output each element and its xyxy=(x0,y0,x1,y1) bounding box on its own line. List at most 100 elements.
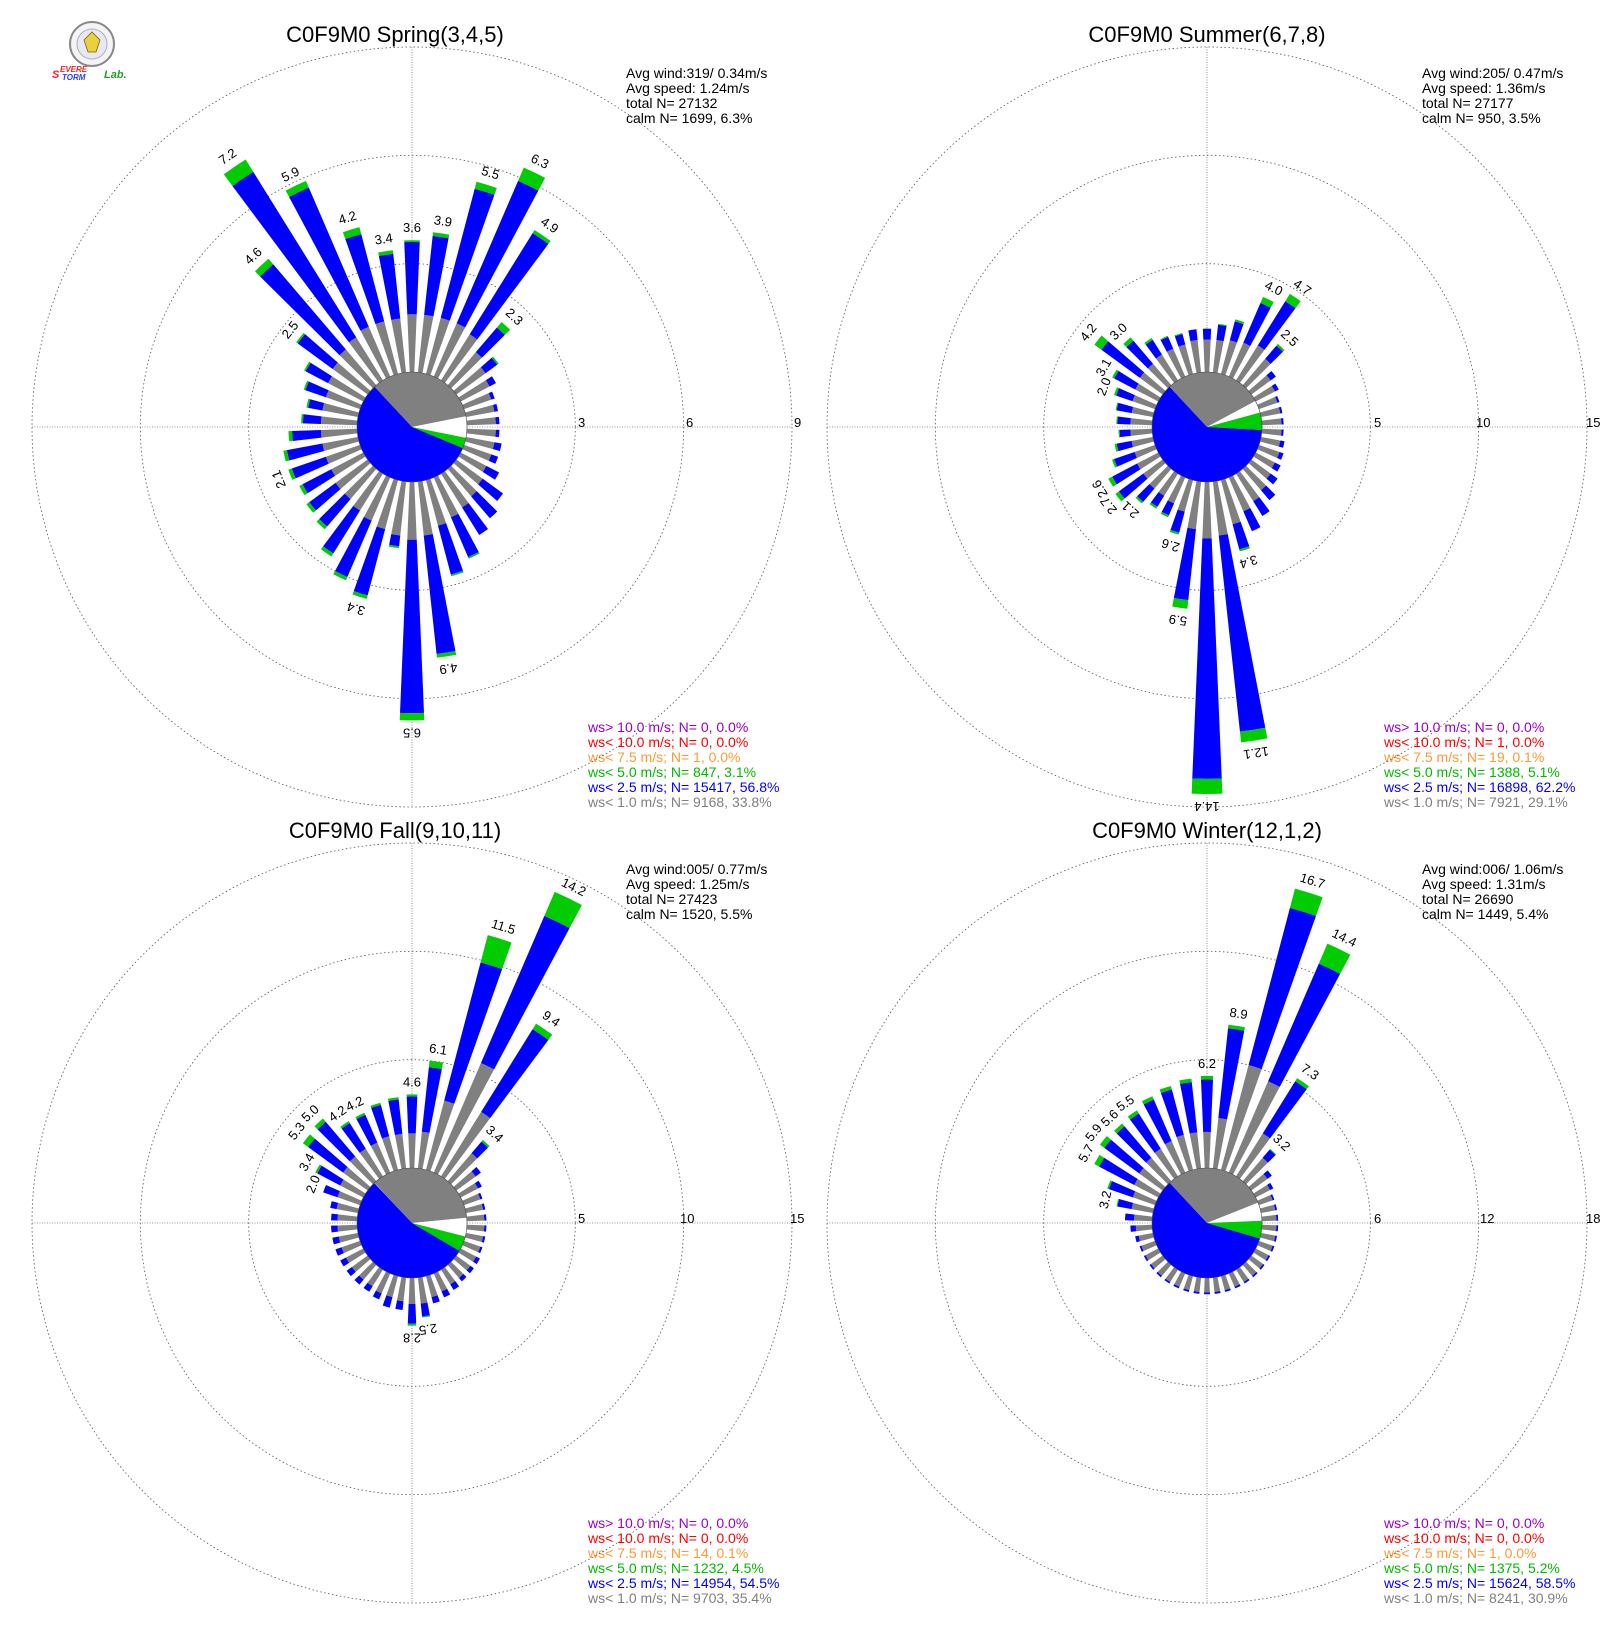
bar-segment-blue xyxy=(1099,1157,1138,1185)
bar-segment-gray xyxy=(407,481,417,540)
bar-segment-blue xyxy=(346,1266,356,1277)
bar-segment-blue xyxy=(1265,1255,1271,1262)
bar-segment-green xyxy=(1295,1078,1309,1090)
bar-segment-blue xyxy=(1234,1284,1241,1289)
bar-segment-gray xyxy=(1165,1267,1178,1282)
info-line: Avg speed: 1.24m/s xyxy=(626,80,749,96)
severe-storm-lab-logo: S EVERE TORM Lab. xyxy=(52,21,127,82)
bar-segment-blue xyxy=(474,1180,482,1189)
bar-segment-blue xyxy=(1137,484,1155,502)
bar-segment-blue xyxy=(1202,328,1212,340)
bar-segment-blue xyxy=(232,171,357,343)
bar-segment-blue xyxy=(395,1300,404,1310)
bar-segment-gray xyxy=(441,471,469,508)
bar-segment-blue xyxy=(1271,383,1279,392)
ring-tick-label: 6 xyxy=(1374,1211,1381,1226)
bar-value-label: 11.5 xyxy=(490,916,518,938)
bar-segment-green xyxy=(1099,1136,1111,1148)
logo-text-s: S xyxy=(52,69,60,81)
windrose-panel-summer: C0F9M0 Summer(6,7,8) Avg wind:205/ 0.47m… xyxy=(826,22,1600,814)
bar-value-label: 3.4 xyxy=(1238,552,1260,572)
bar-segment-blue xyxy=(1124,1213,1135,1221)
windrose-panel-fall: C0F9M0 Fall(9,10,11) Avg wind:005/ 0.77m… xyxy=(31,818,804,1606)
info-line: Avg wind:005/ 0.77m/s xyxy=(626,861,767,877)
bar-segment-gray xyxy=(1135,1224,1153,1232)
bar-segment-gray xyxy=(325,444,362,464)
bar-segment-green xyxy=(532,230,551,244)
bar-segment-blue xyxy=(332,1236,341,1245)
bar-segment-green xyxy=(1149,502,1158,509)
ring-tick-label: 10 xyxy=(1476,415,1490,430)
panel-title: C0F9M0 Winter(12,1,2) xyxy=(1092,818,1322,843)
bar-segment-gray xyxy=(453,367,486,395)
bar-segment-blue xyxy=(1143,1255,1149,1262)
bar-segment-green xyxy=(296,332,306,344)
info-line: calm N= 1449, 5.4% xyxy=(1422,906,1548,922)
bar-segment-gray xyxy=(1260,1232,1276,1242)
bar-segment-green xyxy=(468,551,480,559)
bar-segment-blue xyxy=(1174,333,1186,347)
bar-segment-gray xyxy=(337,1191,362,1206)
bar-segment-gray xyxy=(458,1248,477,1262)
bar-value-label: 5.5 xyxy=(1114,1092,1137,1115)
bar-segment-gray xyxy=(1146,1157,1172,1185)
bar-segment-green xyxy=(1116,416,1118,425)
bar-segment-gray xyxy=(441,1111,491,1179)
bar-segment-green xyxy=(1218,323,1227,327)
bar-segment-blue xyxy=(1139,1245,1144,1252)
range-ring xyxy=(826,46,1588,808)
bar-segment-green xyxy=(1112,369,1119,379)
bar-value-label: 3.1 xyxy=(1092,356,1114,379)
bar-segment-blue xyxy=(1193,1291,1200,1294)
bar-segment-blue xyxy=(466,1265,474,1274)
bar-segment-gray xyxy=(1167,475,1186,504)
bar-segment-gray xyxy=(1157,1261,1172,1276)
bar-value-label: 3.2 xyxy=(1270,1131,1293,1154)
bar-segment-gray xyxy=(351,1255,371,1272)
bar-segment-blue xyxy=(1270,1194,1275,1201)
legend-entry: ws< 7.5 m/s; N= 19, 0.1% xyxy=(1383,749,1544,765)
bar-segment-gray xyxy=(1204,1277,1210,1293)
bar-segment-gray xyxy=(466,428,496,437)
bar-segment-green xyxy=(315,1164,322,1174)
ring-tick-label: 15 xyxy=(1586,415,1600,430)
bar-segment-blue xyxy=(1262,1149,1276,1163)
bar-value-label: 4.0 xyxy=(1262,277,1285,298)
bar-segment-green xyxy=(370,1102,381,1108)
bar-segment-gray xyxy=(462,444,492,461)
bar-segment-blue xyxy=(481,1203,486,1210)
info-line: calm N= 1520, 5.5% xyxy=(626,906,752,922)
bar-segment-blue xyxy=(341,1122,366,1153)
bar-segment-blue xyxy=(302,469,336,494)
bar-segment-gray xyxy=(331,452,366,476)
bar-segment-green xyxy=(1094,1154,1105,1167)
bar-value-label: 6.2 xyxy=(1198,1056,1216,1071)
windrose-panel-spring: C0F9M0 Spring(3,4,5) Avg wind:319/ 0.34m… xyxy=(31,22,801,810)
bar-value-label: 16.7 xyxy=(1298,870,1327,892)
bar-segment-blue xyxy=(1229,321,1244,343)
bar-segment-gray xyxy=(337,1214,358,1222)
legend-entry: ws< 1.0 m/s; N= 8241, 30.9% xyxy=(1383,1590,1568,1606)
bar-segment-blue xyxy=(423,534,456,655)
bar-value-label: 3.9 xyxy=(433,212,453,230)
bar-segment-gray xyxy=(1131,406,1154,418)
center-disc-outline xyxy=(356,1167,468,1279)
bar-segment-blue xyxy=(1266,371,1276,381)
bar-segment-green xyxy=(1141,1096,1154,1105)
bar-segment-green xyxy=(1116,1198,1120,1207)
bar-segment-gray xyxy=(370,1142,391,1175)
bar-segment-gray xyxy=(433,475,459,518)
bar-segment-gray xyxy=(1260,436,1281,447)
bar-value-label: 2.5 xyxy=(418,1321,438,1339)
bar-segment-green xyxy=(532,1023,553,1040)
bar-segment-gray xyxy=(1174,1271,1186,1287)
bar-segment-gray xyxy=(466,1214,485,1222)
bar-segment-gray xyxy=(425,317,450,376)
center-slice-gray xyxy=(374,372,466,427)
bar-segment-blue xyxy=(305,381,329,398)
bar-value-label: 6.5 xyxy=(403,725,421,740)
legend-entry: ws< 10.0 m/s; N= 0, 0.0% xyxy=(587,1530,748,1546)
bar-segment-green xyxy=(1239,727,1268,743)
bar-segment-gray xyxy=(1130,418,1153,426)
